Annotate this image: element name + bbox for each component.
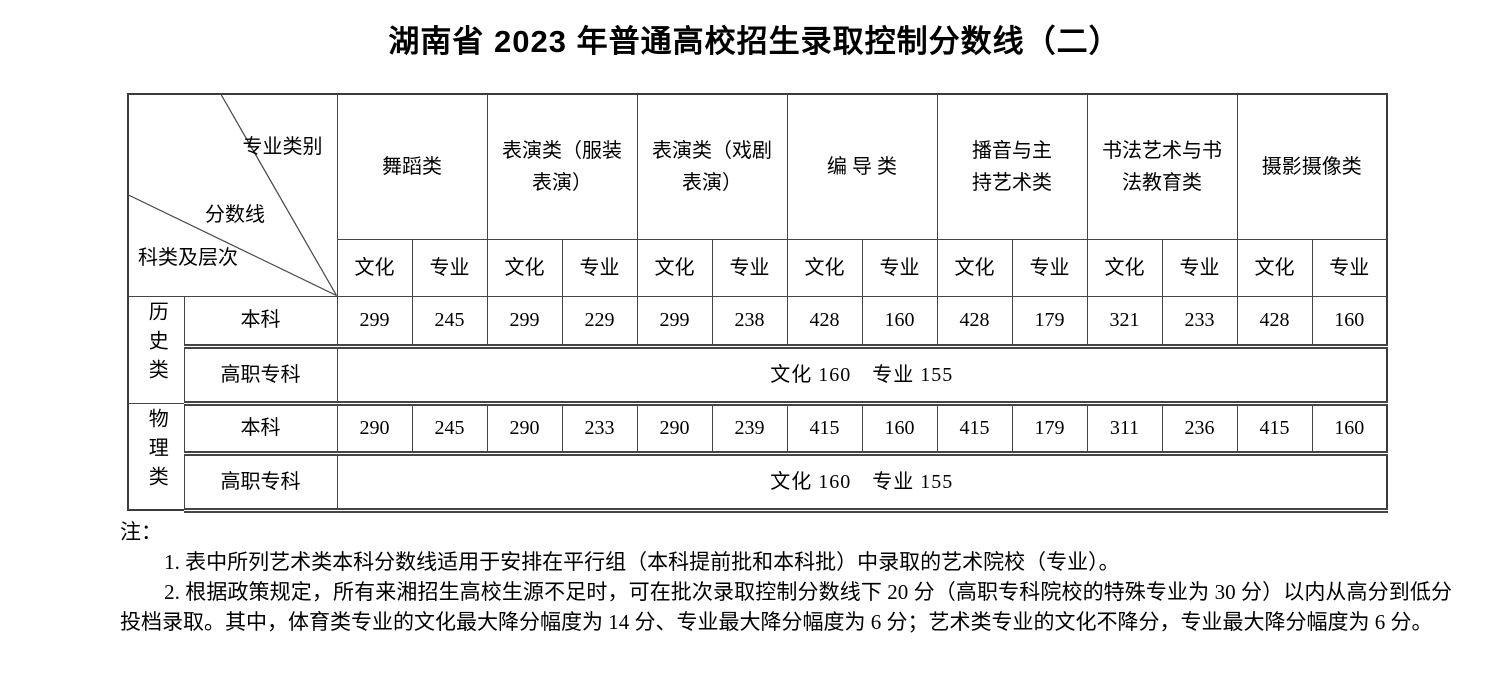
- category-physics: 物理类: [127, 402, 185, 511]
- column-group-performance-fashion: 表演类（服装 表演）: [486, 93, 638, 240]
- corner-label-score-line: 分数线: [205, 204, 265, 226]
- category-physics-label: 物理类: [145, 407, 168, 495]
- sub-header-major: 专业: [1011, 238, 1088, 297]
- score-cell: 290: [636, 402, 713, 454]
- column-group-broadcasting: 播音与主 持艺术类: [936, 93, 1088, 240]
- score-cell: 160: [1311, 402, 1388, 454]
- column-group-dance: 舞蹈类: [336, 93, 488, 240]
- score-cell: 160: [861, 402, 938, 454]
- score-cell: 290: [336, 402, 413, 454]
- note-item-2: 2. 根据政策规定，所有来湘招生高校生源不足时，可在批次录取控制分数线下 20 …: [120, 580, 1452, 634]
- score-cell: 233: [561, 402, 638, 454]
- column-group-performance-drama: 表演类（戏剧 表演）: [636, 93, 788, 240]
- score-table-container: 专业类别 分数线 科类及层次 舞蹈类 表演类（服装 表演） 表演类（戏剧 表演）…: [127, 93, 1388, 513]
- score-cell: 299: [486, 295, 563, 347]
- score-cell: 229: [561, 295, 638, 347]
- score-cell: 311: [1086, 402, 1163, 454]
- score-cell: 245: [411, 402, 488, 454]
- level-gaozhi: 高职专科: [183, 343, 338, 406]
- score-cell: 239: [711, 402, 788, 454]
- notes-label: 注：: [120, 520, 162, 544]
- score-cell: 179: [1011, 295, 1088, 347]
- sub-header-culture: 文化: [936, 238, 1013, 297]
- diagonal-lines: [129, 95, 337, 296]
- sub-header-culture: 文化: [636, 238, 713, 297]
- notes-section: 注： 1. 表中所列艺术类本科分数线适用于安排在平行组（本科提前批和本科批）中录…: [120, 517, 1452, 637]
- score-cell: 299: [636, 295, 713, 347]
- column-group-directing: 编 导 类: [786, 93, 938, 240]
- gaozhi-merged-scores: 文化 160 专业 155: [336, 343, 1388, 406]
- score-cell: 238: [711, 295, 788, 347]
- score-cell: 179: [1011, 402, 1088, 454]
- sub-header-culture: 文化: [336, 238, 413, 297]
- physics-benke-row: 物理类 本科 290 245 290 233 290 239 415 160 4…: [127, 402, 1388, 511]
- sub-header-major: 专业: [411, 238, 488, 297]
- level-benke: 本科: [183, 402, 338, 454]
- corner-label-category-type: 专业类别: [242, 136, 323, 158]
- diagonal-corner-cell: 专业类别 分数线 科类及层次: [127, 93, 338, 297]
- sub-header-culture: 文化: [1236, 238, 1313, 297]
- score-cell: 415: [936, 402, 1013, 454]
- score-cell: 428: [936, 295, 1013, 347]
- history-benke-row: 历史类 本科 299 245 299 229 299 238 428 160 4…: [127, 295, 1388, 404]
- score-cell: 160: [1311, 295, 1388, 347]
- table-group-header-row: 专业类别 分数线 科类及层次 舞蹈类 表演类（服装 表演） 表演类（戏剧 表演）…: [127, 93, 1388, 297]
- score-cell: 299: [336, 295, 413, 347]
- category-history-label: 历史类: [145, 301, 168, 388]
- sub-header-culture: 文化: [786, 238, 863, 297]
- table-sub-header-row: 文化 专业 文化 专业 文化 专业 文化 专业 文化 专业 文化 专业 文化 专…: [128, 238, 1388, 297]
- score-cell: 233: [1161, 295, 1238, 347]
- gaozhi-merged-scores: 文化 160 专业 155: [336, 450, 1388, 513]
- sub-header-major: 专业: [861, 238, 938, 297]
- score-cell: 236: [1161, 402, 1238, 454]
- score-cell: 415: [786, 402, 863, 454]
- sub-header-culture: 文化: [1086, 238, 1163, 297]
- corner-label-subject-level: 科类及层次: [138, 246, 238, 269]
- sub-header-major: 专业: [711, 238, 788, 297]
- score-cell: 428: [786, 295, 863, 347]
- score-cell: 245: [411, 295, 488, 347]
- level-benke: 本科: [183, 295, 338, 347]
- column-group-calligraphy: 书法艺术与书 法教育类: [1086, 93, 1238, 240]
- score-cell: 321: [1086, 295, 1163, 347]
- column-group-photography: 摄影摄像类: [1236, 93, 1388, 240]
- score-table: 专业类别 分数线 科类及层次 舞蹈类 表演类（服装 表演） 表演类（戏剧 表演）…: [127, 93, 1388, 513]
- sub-header-major: 专业: [561, 238, 638, 297]
- sub-header-culture: 文化: [486, 238, 563, 297]
- category-history: 历史类: [127, 295, 185, 404]
- score-cell: 160: [861, 295, 938, 347]
- sub-header-major: 专业: [1311, 238, 1388, 297]
- level-gaozhi: 高职专科: [183, 450, 338, 513]
- note-item-1: 1. 表中所列艺术类本科分数线适用于安排在平行组（本科提前批和本科批）中录取的艺…: [164, 550, 1120, 574]
- document-title: 湖南省 2023 年普通高校招生录取控制分数线（二）: [388, 24, 1121, 59]
- physics-gaozhi-row: 高职专科 文化 160 专业 155: [128, 450, 1388, 513]
- score-cell: 290: [486, 402, 563, 454]
- history-gaozhi-row: 高职专科 文化 160 专业 155: [128, 343, 1388, 406]
- score-cell: 428: [1236, 295, 1313, 347]
- sub-header-major: 专业: [1161, 238, 1238, 297]
- score-cell: 415: [1236, 402, 1313, 454]
